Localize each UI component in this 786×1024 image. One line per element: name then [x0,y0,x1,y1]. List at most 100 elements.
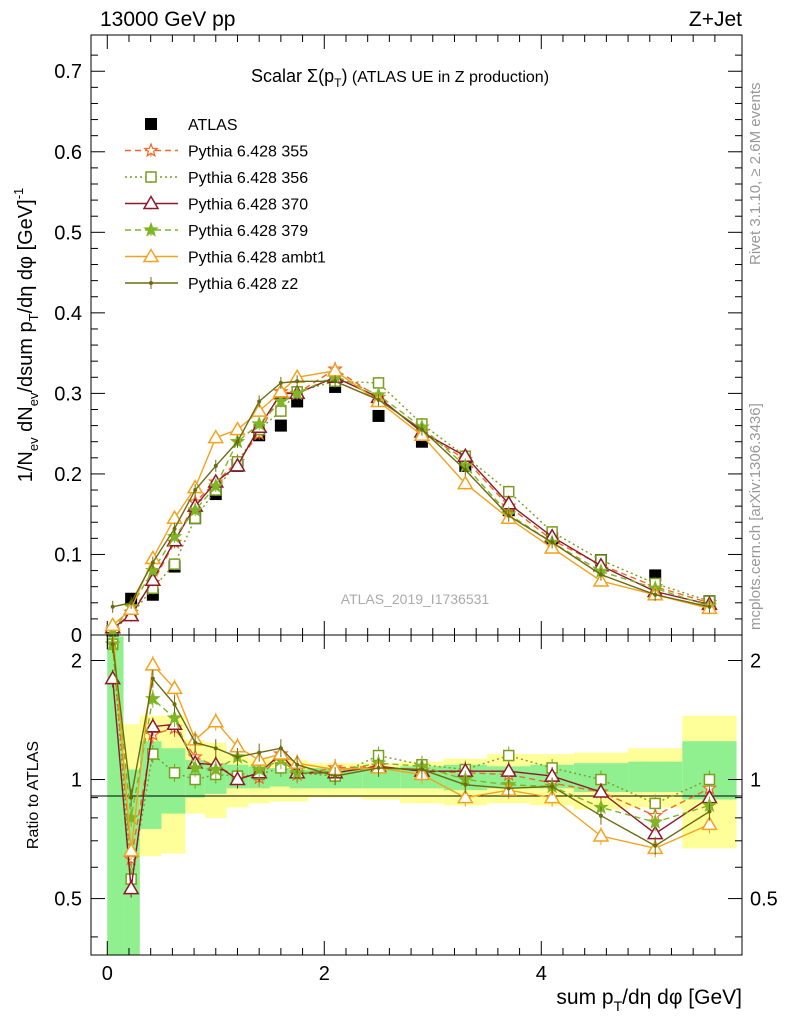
ratio-point [598,813,603,818]
ratio-point [701,815,718,831]
ratio-series-5 [110,635,712,855]
data-point [172,526,177,531]
ratio-point [502,749,515,762]
data-point [372,377,385,389]
ratio-point [144,656,162,671]
ratio-y-ticks: 0.5 0.5 1 1 2 2 [54,650,778,938]
y-tick-label: 0.4 [54,303,82,325]
header-right: Z+Jet [689,8,742,31]
data-point [168,558,181,570]
ratio-point [150,676,155,681]
data-point [653,592,658,597]
legend-marker [145,118,157,130]
data-point [372,409,385,422]
ratio-point [207,761,224,777]
data-point [598,572,603,577]
data-point [104,616,122,632]
data-point [275,405,287,417]
legend-entry: Pythia 6.428 355 [125,142,308,161]
ratio-point [419,767,424,772]
ratio-line [112,644,710,847]
y-tick-label: 0.6 [54,142,82,164]
ratio-point [463,782,468,787]
ratio-point [457,789,474,804]
ratio-plot: 0.5 0.5 1 1 2 2 0 2 4 [54,634,778,985]
data-point [207,477,224,493]
ratio-tick-label: 1 [750,770,761,792]
data-point [273,393,289,409]
legend-entry: Pythia 6.428 ambt1 [125,248,326,267]
ratio-x-ticks: 0 2 4 [102,635,716,985]
uncertainty-band-inner [139,741,162,829]
ratio-point [122,842,140,857]
ratio-point [235,755,240,760]
ratio-point [376,765,381,770]
data-point [144,571,162,586]
x-tick-label: 0 [102,963,113,985]
data-point [272,383,290,398]
ratio-point [213,746,218,751]
watermark: ATLAS_2019_I1736531 [341,591,490,607]
data-point [257,399,262,404]
ratio-tick-label: 2 [750,650,761,672]
main-x-ticks [106,35,716,635]
chart-title-sub: T [334,76,342,90]
legend-label: Pythia 6.428 z2 [188,276,298,293]
data-point [166,509,183,524]
data-point [187,501,203,517]
legend-marker [142,195,160,210]
rivet-label: Rivet 3.1.10, ≥ 2.6M events [747,83,764,266]
main-y-axis-label: 1/Nev dNev/dsum pT/dη dφ [GeV]-1 [11,188,41,483]
ratio-point [543,789,561,804]
main-series [104,360,718,637]
main-y-ticks: 0 0.1 0.2 0.3 0.4 0.5 0.6 0.7 [54,54,742,647]
data-point [110,604,115,609]
data-point [376,397,381,402]
data-point [502,485,515,498]
main-plot: 0 0.1 0.2 0.3 0.4 0.5 0.6 0.7 ATLAS_2019_I17365… [54,34,743,647]
y-tick-label: 0 [71,625,82,647]
ratio-point [649,797,661,810]
legend-label: Pythia 6.428 ambt1 [188,250,326,267]
y-tick-label: 0.2 [54,464,82,486]
ratio-series [104,635,718,898]
ratio-tick-label: 0.5 [54,889,82,911]
data-point [274,419,287,432]
x-tick-label: 4 [536,963,547,985]
ratio-point [110,642,115,647]
data-point [457,475,474,490]
y-tick-label: 0.1 [54,544,82,566]
data-point [207,429,225,444]
data-point [193,488,198,493]
ratio-series-4 [112,635,718,860]
ratio-y-axis-label: Ratio to ATLAS [25,741,42,849]
ratio-point [707,809,712,814]
data-point [419,427,424,432]
legend-label: Pythia 6.428 356 [188,170,308,187]
ratio-point [144,718,162,733]
ratio-point [187,759,203,775]
series-line [112,380,710,608]
mcplots-label: mcplots.cern.ch [arXiv:1306.3436] [747,403,764,630]
ratio-point [592,783,610,798]
series-6 [110,375,712,613]
x-tick-label: 2 [319,963,330,985]
ratio-point [333,774,338,779]
legend-marker [143,221,159,237]
legend-label: Pythia 6.428 355 [188,144,308,161]
ratio-point [166,679,183,695]
ratio-point [129,795,134,800]
x-axis-label: sum pT/dη dφ [GeV] [556,986,742,1014]
data-point [289,385,305,401]
ratio-point [550,784,555,789]
data-point [251,415,268,431]
legend-entry: Pythia 6.428 379 [125,221,308,240]
legend-marker [145,171,157,183]
chart-title-main: Scalar Σ(p [251,66,334,86]
uncertainty-band-inner [628,761,683,792]
svg-text:1/Nev dNev/dsum pT/dη dφ [GeV]: 1/Nev dNev/dsum pT/dη dφ [GeV]-1 [11,188,41,483]
legend-entry: Pythia 6.428 370 [125,195,308,214]
ratio-point [145,690,161,706]
ratio-plot-frame [90,634,743,956]
